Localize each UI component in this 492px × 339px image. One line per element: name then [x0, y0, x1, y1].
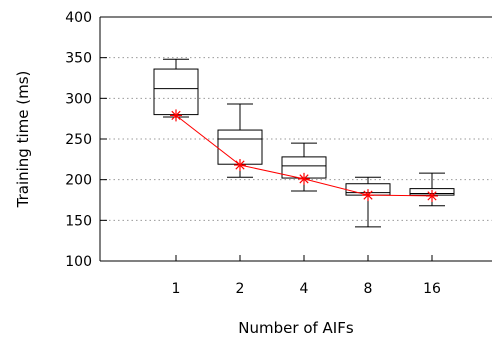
- asterisk-d2: [363, 190, 373, 200]
- y-tick-label-350: 350: [65, 51, 92, 67]
- y-tick-label-150: 150: [65, 213, 92, 229]
- asterisk-d2: [427, 191, 437, 201]
- series-point-2: [234, 159, 246, 172]
- y-tick-label-250: 250: [65, 132, 92, 148]
- asterisk-d2: [235, 160, 245, 170]
- series-point-8: [362, 189, 374, 202]
- asterisk-d2: [171, 110, 181, 121]
- series-point-16: [426, 189, 438, 202]
- y-axis-label: Training time (ms): [14, 71, 32, 209]
- x-tick-label-2: 2: [236, 281, 245, 297]
- box-1: [153, 58, 199, 118]
- x-tick-label-16: 16: [423, 281, 441, 297]
- mean-series: [170, 109, 438, 202]
- box-iqr: [153, 68, 199, 116]
- series-point-4: [298, 172, 310, 185]
- x-tick-label-4: 4: [300, 281, 309, 297]
- box-8: [345, 176, 391, 228]
- x-tick-label-8: 8: [364, 281, 373, 297]
- y-tick-label-400: 400: [65, 10, 92, 26]
- box-16: [409, 172, 455, 207]
- box-plots: [153, 58, 455, 228]
- y-tick-label-300: 300: [65, 91, 92, 107]
- y-axis-ticks: 100 150 200 250 300 350 400: [65, 10, 107, 270]
- x-axis-label: Number of AIFs: [238, 319, 354, 337]
- series-point-1: [170, 109, 182, 122]
- y-tick-label-100: 100: [65, 254, 92, 270]
- y-tick-label-200: 200: [65, 173, 92, 189]
- asterisk-d2: [299, 174, 309, 184]
- x-axis-ticks: 1 2 4 8 16: [172, 255, 441, 297]
- x-tick-label-1: 1: [172, 281, 181, 297]
